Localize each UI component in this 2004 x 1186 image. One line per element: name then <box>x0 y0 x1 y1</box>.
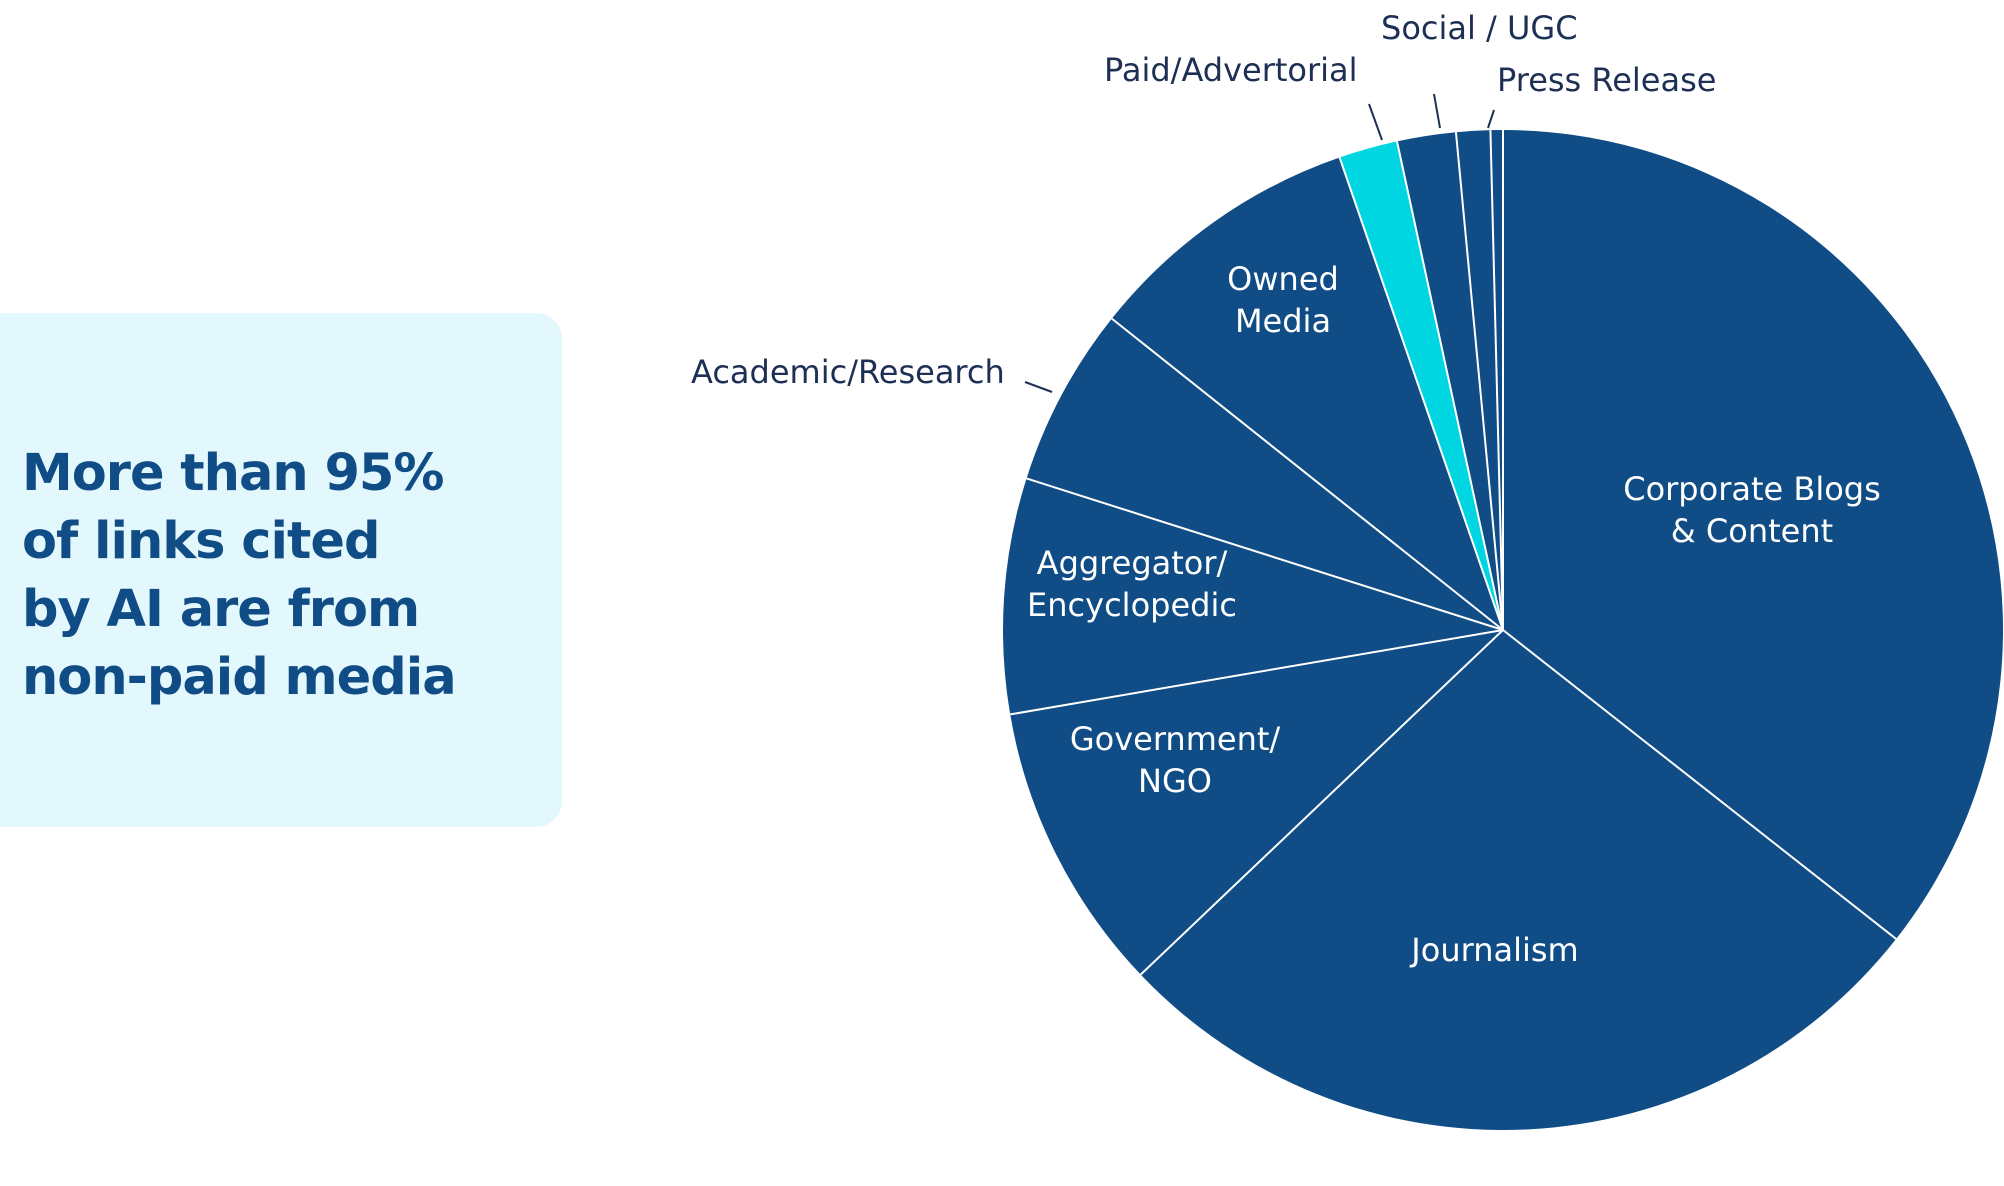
slice-labels: Corporate Blogs & Content Journalism Govern… <box>691 9 1881 969</box>
pie-slice-owned-media <box>1111 157 1503 630</box>
pie-slice-government-ngo <box>1010 630 1503 975</box>
leader-line-press-release <box>1487 109 1495 129</box>
slice-label-government-ngo: Government/ <box>1070 720 1281 758</box>
slice-separator <box>1338 157 1504 631</box>
slice-label-academic-research: Academic/Research <box>691 353 1005 391</box>
pie-slice-academic-research <box>1026 318 1503 630</box>
callout-box <box>0 313 562 827</box>
slice-separators <box>1010 130 1897 976</box>
slice-separator <box>1396 141 1504 631</box>
pie-slice-journalism <box>1140 630 1897 1131</box>
slice-label-corporate-blogs-content: Corporate Blogs <box>1623 470 1881 508</box>
slice-label-aggregator-encyclopedic: Aggregator/ <box>1037 544 1228 582</box>
slice-separator <box>1111 317 1504 631</box>
slice-separator <box>1139 629 1504 976</box>
leader-line-paid-advertorial <box>1368 103 1383 141</box>
pie-slice-aggregator-encyclopedic <box>1003 478 1503 715</box>
slice-separator <box>1502 629 1897 940</box>
slice-separator <box>1026 477 1504 631</box>
slice-label-government-ngo: NGO <box>1138 762 1212 800</box>
slice-separator <box>1454 132 1504 631</box>
callout-line-4: non-paid media <box>22 648 457 707</box>
slice-separator <box>1010 629 1504 716</box>
pie-slice-corporate-blogs-content <box>1503 130 2003 939</box>
pie-slice-paid-advertorial <box>1339 141 1503 630</box>
slice-separator <box>1489 130 1504 631</box>
callout-line-3: by AI are from <box>22 580 420 639</box>
slice-label-social-ugc: Social / UGC <box>1381 9 1578 47</box>
slice-label-press-release: Press Release <box>1497 61 1716 99</box>
slice-label-journalism: Journalism <box>1409 931 1578 969</box>
leader-line-academic-research <box>1024 381 1053 393</box>
leader-line-social-ugc <box>1433 93 1441 129</box>
slice-label-aggregator-encyclopedic: Encyclopedic <box>1027 586 1237 624</box>
slice-label-owned-media: Owned <box>1227 260 1339 298</box>
callout-headline: More than 95% of links cited by AI are f… <box>22 440 542 712</box>
slice-label-paid-advertorial: Paid/Advertorial <box>1104 51 1358 89</box>
slice-label-owned-media: Media <box>1235 302 1331 340</box>
label-leader-lines <box>1024 93 1495 393</box>
callout-line-2: of links cited <box>22 512 380 571</box>
slice-label-corporate-blogs-content: & Content <box>1671 512 1833 550</box>
callout-line-1: More than 95% <box>22 444 445 503</box>
